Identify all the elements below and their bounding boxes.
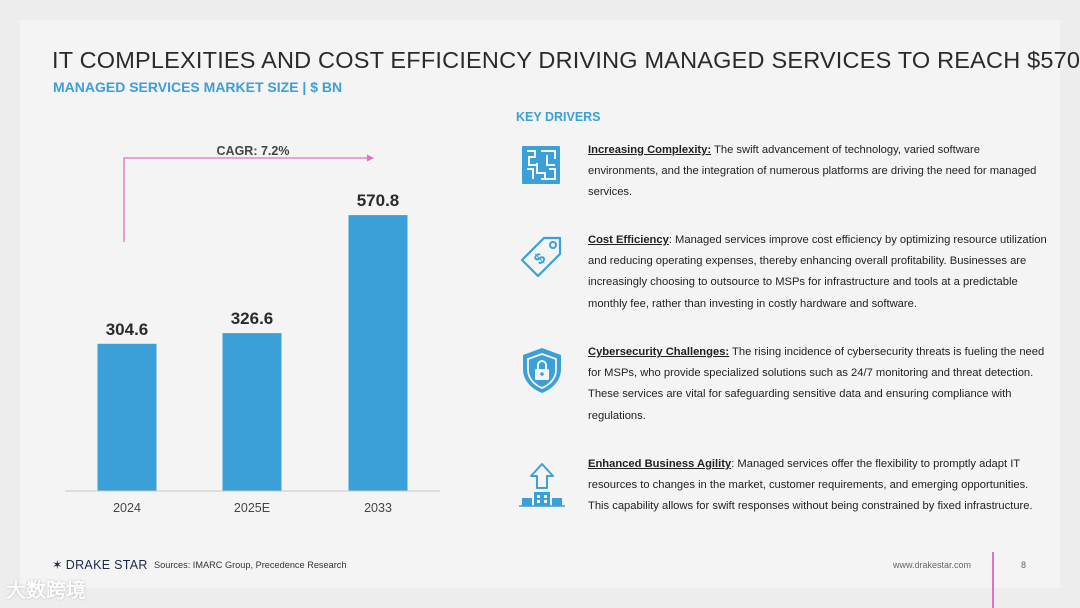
shield-lock-icon (523, 348, 561, 393)
data-label-2025E: 326.6 (231, 309, 274, 328)
x-tick-2024: 2024 (113, 501, 141, 515)
bar-2033 (348, 215, 408, 491)
driver-text: Enhanced Business Agility: Managed servi… (588, 454, 1052, 518)
slide: IT COMPLEXITIES AND COST EFFICIENCY DRIV… (20, 20, 1080, 588)
driver-text: Cost Efficiency: Managed services improv… (588, 230, 1052, 315)
driver-title: Increasing Complexity: (588, 144, 712, 156)
watermark: 大数跨境 (6, 580, 86, 602)
page-title: IT COMPLEXITIES AND COST EFFICIENCY DRIV… (52, 47, 1080, 73)
driver-title: Cost Efficiency (588, 234, 669, 246)
cagr-arrow (123, 157, 372, 242)
star-logo-icon: ✶ (52, 558, 63, 572)
driver-title: Enhanced Business Agility (588, 458, 732, 470)
drake-star-logo: ✶ DRAKE STAR (52, 557, 148, 572)
driver-body: The swift advancement of technology, var… (588, 144, 1037, 199)
data-label-2033: 570.8 (357, 191, 400, 210)
bar-chart: 304.6 2024 326.6 2025E 570.8 2033 CAGR: 7.2% (65, 144, 440, 515)
logo-text: DRAKE STAR (65, 558, 148, 572)
maze-icon (522, 146, 560, 184)
x-tick-2033: 2033 (364, 501, 392, 515)
key-drivers-heading: KEY DRIVERS (516, 110, 601, 124)
website-link[interactable]: www.drakestar.com (893, 560, 972, 570)
driver-body: : Managed services offer the flexibility… (588, 458, 1033, 513)
growth-building-icon (519, 463, 565, 507)
chart-subtitle: MANAGED SERVICES MARKET SIZE | $ BN (53, 79, 343, 95)
driver-text: Cybersecurity Challenges: The rising inc… (588, 342, 1052, 427)
price-tag-icon: $ (520, 236, 562, 278)
bar-2025E (222, 333, 282, 491)
cagr-label: CAGR: 7.2% (217, 144, 290, 158)
driver-text: Increasing Complexity: The swift advance… (588, 140, 1052, 204)
data-label-2024: 304.6 (106, 320, 149, 339)
driver-title: Cybersecurity Challenges: (588, 346, 730, 358)
driver-body: : Managed services improve cost efficien… (588, 234, 1047, 310)
x-tick-2025E: 2025E (234, 501, 270, 515)
cagr-arrowhead (367, 154, 374, 162)
driver-body: The rising incidence of cybersecurity th… (588, 346, 1045, 422)
sources-text: Sources: IMARC Group, Precedence Researc… (154, 560, 347, 570)
page-number: 8 (1021, 560, 1027, 570)
pink-accent-line (992, 552, 994, 608)
bar-2024 (97, 343, 157, 491)
